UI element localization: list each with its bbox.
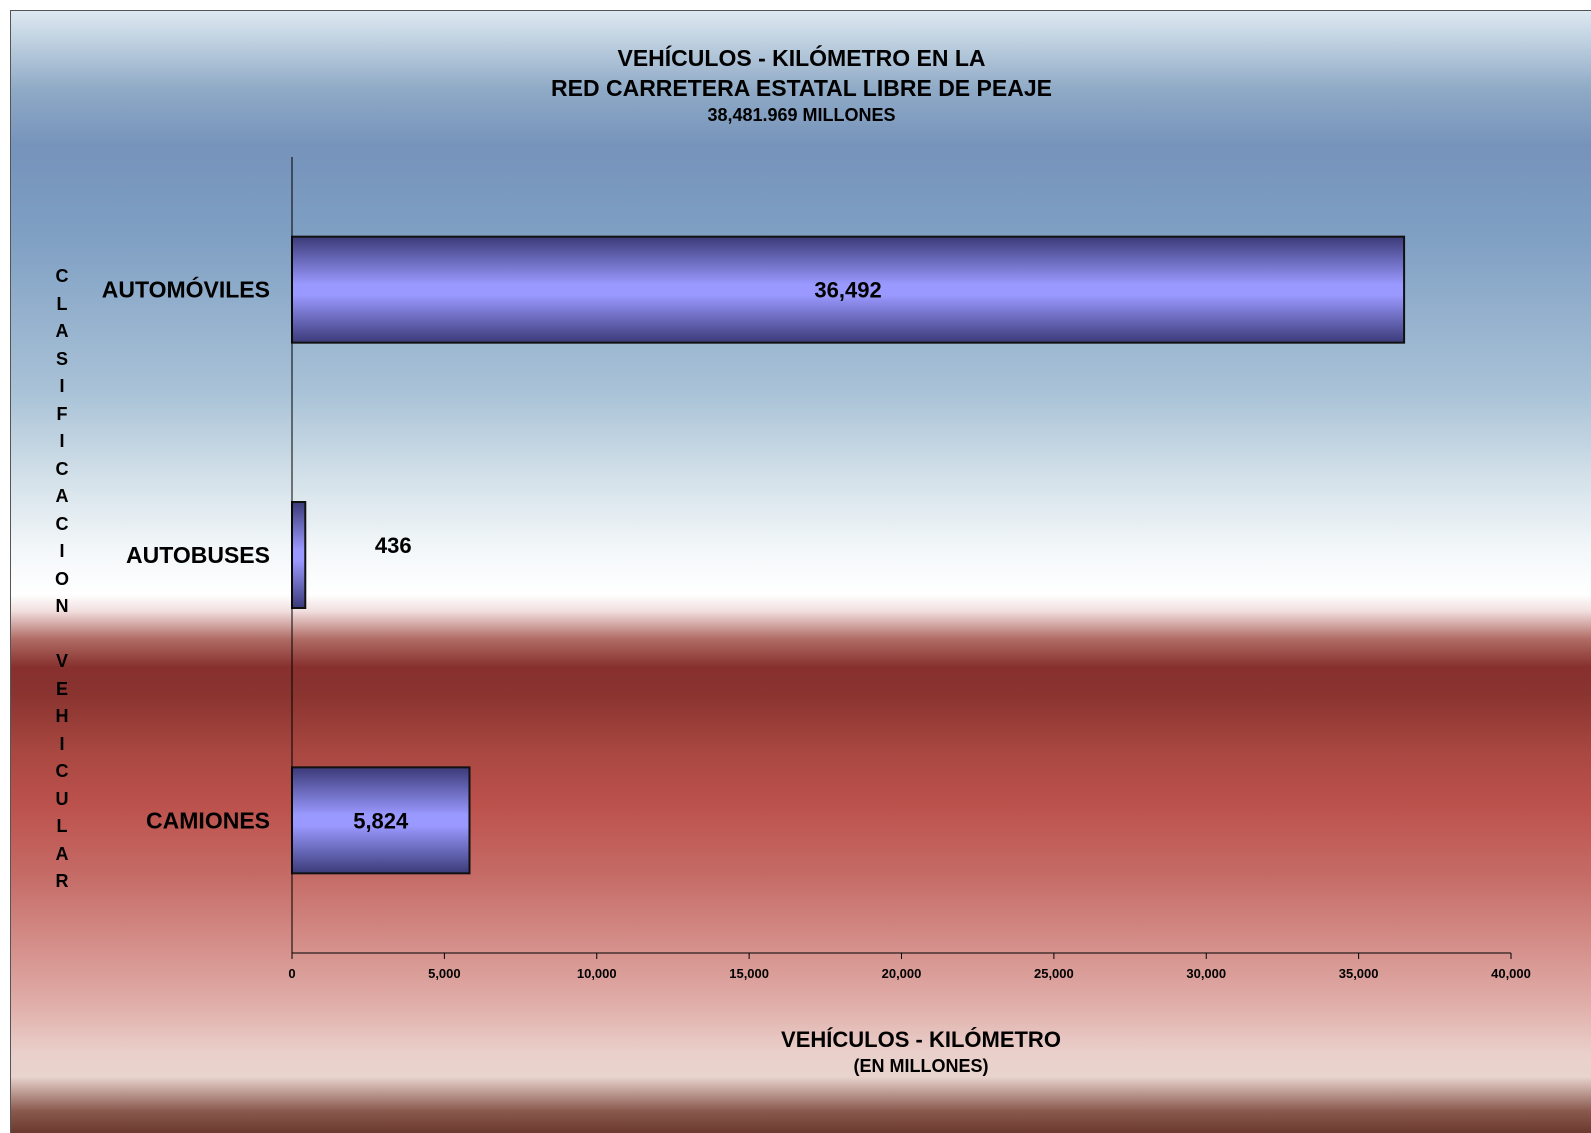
x-tick-label-0: 0 bbox=[288, 966, 295, 981]
x-tick-label-2: 10,000 bbox=[577, 966, 617, 981]
plot-area: AUTOMÓVILES 36,492 AUTOBUSES 436 CAMIONES 5,8… bbox=[102, 157, 1531, 981]
chart-title-line-2: RED CARRETERA ESTATAL LIBRE DE PEAJE bbox=[551, 75, 1052, 101]
chart-frame: VEHÍCULOS - KILÓMETRO EN LA RED CARRETER… bbox=[10, 10, 1591, 1133]
y-axis-label: C L A S I F I C A C I O N V E H I C U L … bbox=[54, 266, 69, 891]
x-axis-unit-label: (EN MILLONES) bbox=[853, 1056, 989, 1076]
x-tick-label-1: 5,000 bbox=[428, 966, 461, 981]
bar-1 bbox=[291, 501, 307, 609]
x-tick-label-3: 15,000 bbox=[729, 966, 769, 981]
data-label-0: 36,492 bbox=[814, 278, 881, 303]
x-tick-label-4: 20,000 bbox=[882, 966, 922, 981]
x-tick-label-6: 30,000 bbox=[1186, 966, 1226, 981]
chart-subtitle: 38,481.969 MILLONES bbox=[707, 105, 896, 125]
bar-2 bbox=[291, 766, 471, 875]
x-tick-label-7: 35,000 bbox=[1339, 966, 1379, 981]
x-tick-label-5: 25,000 bbox=[1034, 966, 1074, 981]
data-label-2: 5,824 bbox=[353, 808, 409, 833]
data-label-1: 436 bbox=[375, 533, 412, 558]
category-label-1: AUTOBUSES bbox=[126, 542, 270, 568]
category-label-2: CAMIONES bbox=[146, 807, 270, 833]
bar-0 bbox=[291, 235, 1406, 344]
chart-title: VEHÍCULOS - KILÓMETRO EN LA bbox=[617, 45, 986, 71]
category-label-0: AUTOMÓVILES bbox=[102, 276, 270, 303]
x-tick-label-8: 40,000 bbox=[1491, 966, 1531, 981]
x-axis-label: VEHÍCULOS - KILÓMETRO bbox=[781, 1027, 1061, 1052]
